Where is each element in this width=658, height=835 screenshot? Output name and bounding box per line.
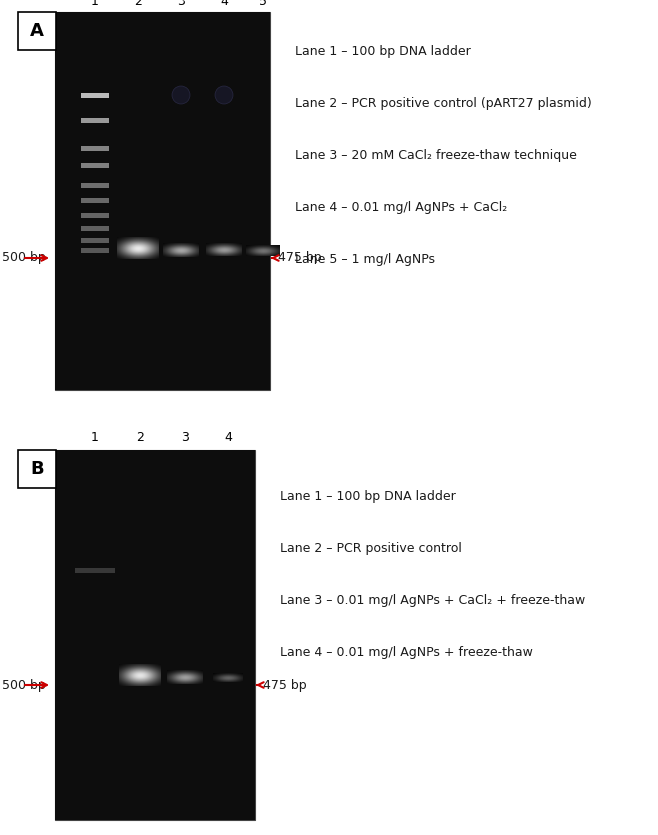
Text: 1: 1 [91,0,99,8]
Bar [81,93,109,98]
Bar [55,12,270,390]
Bar [81,183,109,188]
Bar [81,118,109,123]
Text: 1: 1 [91,431,99,444]
Bar [81,225,109,230]
Text: B: B [30,460,44,478]
Text: 475 bp: 475 bp [278,251,322,265]
Text: 4: 4 [220,0,228,8]
Text: 500 bp: 500 bp [2,679,46,691]
Text: 4: 4 [224,431,232,444]
Text: 500 bp: 500 bp [2,251,46,265]
Bar [81,163,109,168]
Bar [81,212,109,217]
Bar [75,568,115,573]
Bar [81,247,109,252]
Text: Lane 4 – 0.01 mg/l AgNPs + CaCl₂: Lane 4 – 0.01 mg/l AgNPs + CaCl₂ [295,201,507,214]
Bar [18,450,56,488]
Text: Lane 1 – 100 bp DNA ladder: Lane 1 – 100 bp DNA ladder [295,45,470,58]
Text: 2: 2 [134,0,142,8]
Circle shape [215,86,233,104]
Bar [81,198,109,203]
Text: 475 bp: 475 bp [263,679,307,691]
Text: 5: 5 [259,0,267,8]
Bar [55,450,255,820]
Text: Lane 2 – PCR positive control (pART27 plasmid): Lane 2 – PCR positive control (pART27 pl… [295,97,592,110]
Text: Lane 3 – 0.01 mg/l AgNPs + CaCl₂ + freeze-thaw: Lane 3 – 0.01 mg/l AgNPs + CaCl₂ + freez… [280,594,585,607]
Text: Lane 4 – 0.01 mg/l AgNPs + freeze-thaw: Lane 4 – 0.01 mg/l AgNPs + freeze-thaw [280,646,533,659]
Text: A: A [30,22,44,40]
Bar [81,145,109,150]
Circle shape [172,86,190,104]
Text: Lane 2 – PCR positive control: Lane 2 – PCR positive control [280,542,462,555]
Text: 3: 3 [181,431,189,444]
Text: Lane 1 – 100 bp DNA ladder: Lane 1 – 100 bp DNA ladder [280,490,456,503]
Text: Lane 3 – 20 mM CaCl₂ freeze-thaw technique: Lane 3 – 20 mM CaCl₂ freeze-thaw techniq… [295,149,577,162]
Text: Lane 5 – 1 mg/l AgNPs: Lane 5 – 1 mg/l AgNPs [295,253,435,266]
Text: 2: 2 [136,431,144,444]
Text: 3: 3 [177,0,185,8]
Bar [81,237,109,242]
Bar [18,12,56,50]
